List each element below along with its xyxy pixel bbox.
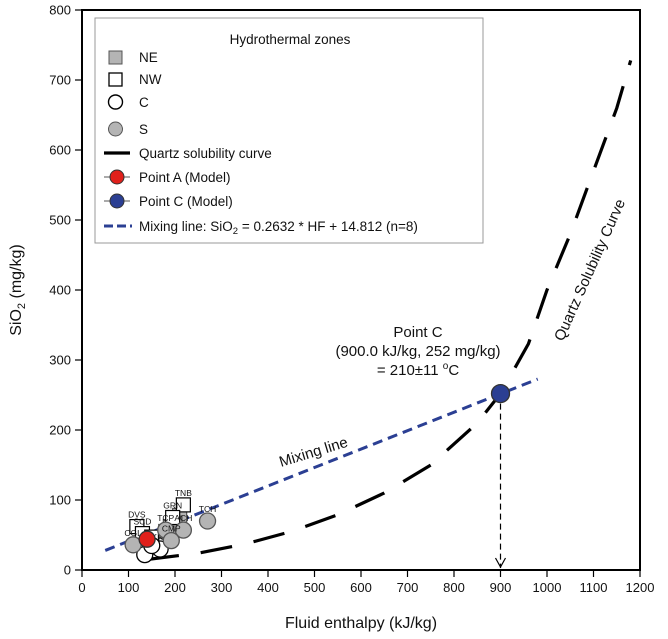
quartz-curve-label: Quartz Solubility Curve xyxy=(551,197,629,344)
y-tick-label: 300 xyxy=(49,353,71,368)
y-tick-label: 400 xyxy=(49,283,71,298)
y-tick-label: 700 xyxy=(49,73,71,88)
x-tick-label: 900 xyxy=(490,580,512,595)
legend-label-point-a: Point A (Model) xyxy=(139,170,231,185)
legend-label-mixing: Mixing line: SiO2 = 0.2632 * HF + 14.812… xyxy=(139,219,418,237)
y-tick-label: 500 xyxy=(49,213,71,228)
legend-symbol-ne xyxy=(108,50,123,65)
legend-label-s: S xyxy=(139,122,148,137)
legend: Hydrothermal zones NE NW C S Quartz solu… xyxy=(94,17,484,244)
mixing-line xyxy=(104,377,539,552)
point-s xyxy=(174,521,193,539)
legend-label-nw: NW xyxy=(139,72,162,87)
site-label: TNB xyxy=(175,488,192,498)
quartz-solubility-curve xyxy=(146,59,633,562)
data-points: TNBGRNDVSSCDMTHKRVTCHACHTCPCMPCGL xyxy=(124,383,511,564)
x-tick-label: 800 xyxy=(443,580,465,595)
site-label: TCP xyxy=(157,513,174,523)
y-axis-title: SiO2 (mg/kg) xyxy=(8,244,28,335)
legend-label-quartz: Quartz solubility curve xyxy=(139,146,272,161)
point-point-a-model- xyxy=(138,530,156,548)
x-tick-label: 0 xyxy=(78,580,85,595)
legend-symbol-s xyxy=(108,121,123,137)
site-label: DVS xyxy=(128,510,146,520)
legend-label-point-c: Point C (Model) xyxy=(139,194,233,209)
legend-symbol-point-c xyxy=(109,193,125,209)
site-label: SCD xyxy=(133,517,151,527)
legend-box xyxy=(94,17,484,244)
point-nw xyxy=(175,497,191,513)
site-label: GRN xyxy=(163,501,182,511)
y-tick-label: 800 xyxy=(49,3,71,18)
legend-symbol-c xyxy=(107,94,124,110)
point-c-title: Point C xyxy=(393,324,442,341)
site-label: TCH xyxy=(199,504,216,514)
x-tick-label: 1000 xyxy=(533,580,562,595)
point-point-c-model- xyxy=(490,383,511,404)
point-c-temperature: = 210±11 oC xyxy=(377,361,460,379)
point-nw xyxy=(165,509,181,526)
y-tick-label: 0 xyxy=(64,563,71,578)
legend-label-ne: NE xyxy=(139,50,158,65)
y-tick-label: 600 xyxy=(49,143,71,158)
legend-title: Hydrothermal zones xyxy=(230,32,351,47)
point-c-drop-arrowhead xyxy=(494,557,507,569)
axis-ticks: 0 100 200 300 400 500 600 700 800 900 1000 1100 1200… xyxy=(49,3,654,596)
point-s xyxy=(162,531,180,550)
site-label: CMP xyxy=(162,524,181,534)
y-tick-label: 200 xyxy=(49,423,71,438)
mixing-line-label: Mixing line xyxy=(277,434,350,471)
x-tick-label: 1200 xyxy=(626,580,655,595)
x-tick-label: 100 xyxy=(118,580,140,595)
x-tick-label: 200 xyxy=(164,580,186,595)
x-tick-label: 300 xyxy=(211,580,233,595)
y-tick-label: 100 xyxy=(49,493,71,508)
point-s xyxy=(198,512,217,530)
x-tick-label: 700 xyxy=(397,580,419,595)
x-axis-title: Fluid enthalpy (kJ/kg) xyxy=(285,615,437,632)
x-tick-label: 400 xyxy=(257,580,279,595)
legend-symbol-nw xyxy=(108,72,123,87)
legend-label-c: C xyxy=(139,95,149,110)
legend-symbol-point-a xyxy=(109,169,125,185)
x-tick-label: 600 xyxy=(350,580,372,595)
x-tick-label: 1100 xyxy=(580,580,608,595)
site-label: ACH xyxy=(174,513,192,523)
site-label: KRV xyxy=(151,532,169,542)
site-label: CGL xyxy=(124,528,142,538)
x-tick-label: 500 xyxy=(304,580,326,595)
point-c-coords: (900.0 kJ/kg, 252 mg/kg) xyxy=(335,343,500,360)
